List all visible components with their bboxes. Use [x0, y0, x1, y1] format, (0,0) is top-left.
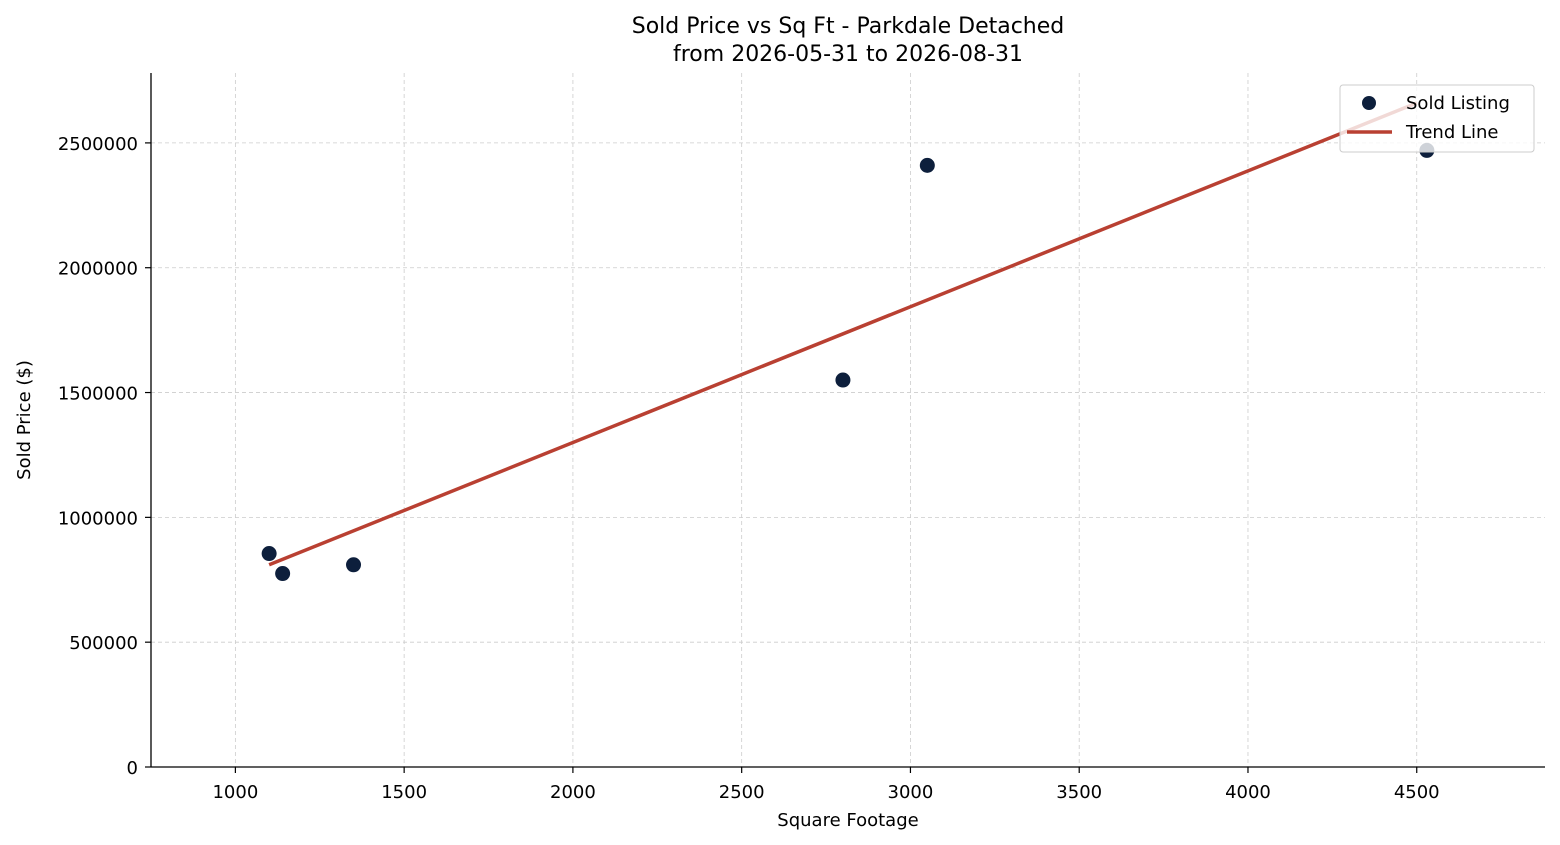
ticks: 1000 1500 2000 2500 3000 3500 4000 4500 0 500000 1… [58, 134, 1440, 803]
y-tick-label: 500000 [69, 633, 138, 654]
scatter-point [275, 566, 291, 582]
chart-subtitle: from 2026-05-31 to 2026-08-31 [673, 42, 1023, 67]
legend-label-trend-line: Trend Line [1405, 122, 1499, 143]
scatter-point [919, 157, 935, 173]
x-axis-label: Square Footage [777, 810, 918, 831]
x-tick-label: 2500 [719, 782, 765, 803]
legend-box [1339, 84, 1535, 153]
chart-title: Sold Price vs Sq Ft - Parkdale Detached [632, 14, 1065, 39]
legend: Sold Listing Trend Line [1339, 84, 1535, 153]
x-tick-label: 1000 [212, 782, 258, 803]
grid [151, 73, 1545, 767]
trend-line [268, 101, 1418, 567]
points-layer [261, 142, 1435, 582]
x-tick-label: 1500 [381, 782, 427, 803]
y-tick-label: 1500000 [58, 384, 138, 405]
legend-scatter-marker [1362, 96, 1376, 110]
scatter-point [261, 546, 277, 562]
x-tick-label: 4000 [1225, 782, 1271, 803]
x-tick-label: 4500 [1394, 782, 1440, 803]
x-tick-label: 3000 [888, 782, 934, 803]
y-tick-label: 2000000 [58, 259, 138, 280]
x-tick-label: 2000 [550, 782, 596, 803]
y-tick-label: 0 [127, 758, 138, 779]
x-tick-label: 3500 [1056, 782, 1102, 803]
y-tick-label: 1000000 [58, 508, 138, 529]
legend-label-sold-listing: Sold Listing [1406, 93, 1510, 114]
y-axis-label: Sold Price ($) [14, 360, 35, 480]
axes [150, 73, 1545, 768]
y-tick-label: 2500000 [58, 134, 138, 155]
scatter-point [346, 557, 362, 573]
scatter-point [835, 372, 851, 388]
trend-layer [268, 101, 1418, 567]
